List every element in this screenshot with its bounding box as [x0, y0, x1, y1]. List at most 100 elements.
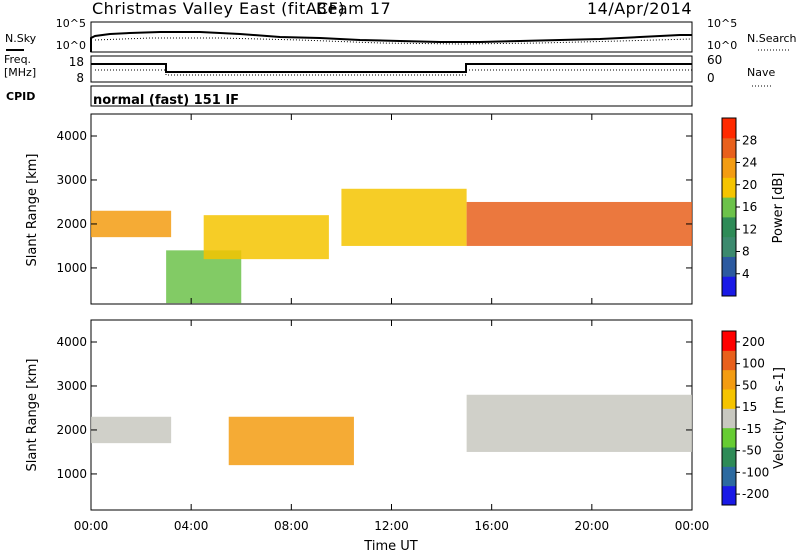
x-tick-label: 00:00	[74, 519, 109, 533]
velocity-colorbar-frame	[721, 330, 737, 506]
freq-panel	[90, 55, 693, 83]
nsearch-label: N.Search	[747, 32, 797, 45]
colorbar-bin	[722, 350, 736, 371]
colorbar-tick-label: -15	[742, 422, 762, 436]
data-region	[341, 188, 467, 246]
data-region	[203, 215, 329, 260]
x-tick-label: 00:00	[675, 519, 710, 533]
colorbar-bin	[722, 485, 736, 506]
y-tick-label: 4000	[56, 129, 87, 143]
nsky-tick-top: 10^5	[56, 17, 86, 30]
colorbar-tick-label: -50	[742, 444, 762, 458]
colorbar-bin	[722, 157, 736, 178]
freq-label-line1: Freq.	[4, 53, 31, 66]
colorbar-bin	[722, 276, 736, 297]
cpid-label: CPID	[6, 90, 35, 103]
nsearch-tick-top: 10^5	[707, 17, 737, 30]
beam-label: Beam 17	[316, 0, 391, 18]
colorbar-bin	[722, 216, 736, 238]
power-x-ticks	[90, 114, 693, 304]
data-region	[466, 201, 692, 246]
colorbar-bin	[722, 466, 736, 487]
nave-trace	[95, 69, 692, 76]
power-colorbar-ticks: 4 8 12 16 20 24 28	[736, 133, 757, 281]
y-tick-label: 2000	[56, 423, 87, 437]
velocity-panel: 1000 2000 3000 4000 00:00 04:00 08:00 12:00 16:…	[25, 319, 710, 533]
freq-tick-top: 18	[69, 55, 84, 69]
data-region	[91, 416, 172, 444]
nsearch-trace	[94, 37, 693, 45]
power-colorbar-label: Power [dB]	[771, 173, 786, 244]
freq-label-line2: [MHz]	[4, 66, 36, 79]
x-axis-label: Time UT	[363, 539, 417, 554]
colorbar-tick-label: 8	[742, 245, 750, 259]
y-tick-label: 2000	[56, 217, 87, 231]
colorbar-tick-label: -200	[742, 487, 769, 501]
data-region	[91, 210, 172, 238]
nsky-panel	[90, 21, 693, 53]
colorbar-bin	[722, 256, 736, 277]
x-tick-label: 12:00	[374, 519, 409, 533]
colorbar-bin	[722, 389, 736, 409]
x-tick-label: 04:00	[174, 519, 209, 533]
nave-tick-bottom: 0	[707, 71, 715, 85]
colorbar-bin	[722, 408, 736, 429]
colorbar-tick-label: 28	[742, 133, 757, 147]
colorbar-bin	[722, 118, 736, 139]
colorbar-bin	[722, 427, 736, 448]
date-label: 14/Apr/2014	[587, 0, 692, 18]
velocity-colorbar-ticks: 200 100 50 15 -15 -50 -100 -200	[736, 335, 769, 501]
x-tick-label: 20:00	[575, 519, 610, 533]
power-panel: 1000 2000 3000 4000 Slant Range [km]	[25, 113, 693, 305]
velocity-colorbar-label: Velocity [m s-1]	[772, 367, 787, 469]
y-tick-label: 3000	[56, 173, 87, 187]
colorbar-bin	[722, 369, 736, 390]
velocity-y-axis: 1000 2000 3000 4000	[56, 335, 692, 481]
colorbar-tick-label: 100	[742, 357, 765, 371]
power-colorbar-bins	[722, 118, 736, 297]
cpid-panel	[90, 85, 693, 107]
x-tick-label: 08:00	[274, 519, 309, 533]
freq-tick-bottom: 8	[76, 71, 84, 85]
freq-trace	[91, 63, 692, 73]
colorbar-bin	[722, 331, 736, 351]
colorbar-tick-label: 15	[742, 400, 757, 414]
velocity-colorbar: 200 100 50 15 -15 -50 -100 -200 Velocity [m s-1…	[721, 330, 787, 506]
y-tick-label: 1000	[56, 261, 87, 275]
y-tick-label: 1000	[56, 467, 87, 481]
cpid-value: normal (fast) 151 IF	[93, 93, 239, 108]
colorbar-tick-label: 24	[742, 156, 757, 170]
colorbar-tick-label: 4	[742, 267, 750, 281]
velocity-data-group	[91, 394, 692, 466]
colorbar-tick-label: 12	[742, 222, 757, 236]
x-tick-label: 16:00	[474, 519, 509, 533]
nsky-label: N.Sky	[5, 32, 37, 45]
colorbar-tick-label: 20	[742, 178, 757, 192]
power-y-axis: 1000 2000 3000 4000	[56, 129, 692, 275]
y-tick-label: 3000	[56, 379, 87, 393]
nsky-trace	[90, 31, 692, 52]
power-colorbar: 4 8 12 16 20 24 28 Power [dB]	[721, 117, 786, 297]
colorbar-tick-label: -100	[742, 465, 769, 479]
nsearch-tick-bottom: 10^0	[707, 39, 737, 52]
velocity-colorbar-bins	[722, 331, 736, 506]
colorbar-tick-label: 16	[742, 200, 757, 214]
figure-title: Christmas Valley East (fitACF)	[92, 0, 345, 18]
colorbar-bin	[722, 197, 736, 218]
colorbar-bin	[722, 236, 736, 257]
nsky-tick-bottom: 10^0	[56, 39, 86, 52]
power-data-group	[91, 188, 692, 304]
data-region	[466, 394, 692, 452]
colorbar-bin	[722, 447, 736, 467]
colorbar-tick-label: 200	[742, 335, 765, 349]
velocity-x-axis: 00:00 04:00 08:00 12:00 16:00 20:00 00:00	[74, 320, 710, 533]
colorbar-tick-label: 50	[742, 378, 757, 392]
data-region	[228, 416, 354, 466]
nave-tick-top: 60	[707, 53, 722, 67]
y-tick-label: 4000	[56, 335, 87, 349]
colorbar-bin	[722, 137, 736, 159]
power-y-axis-label: Slant Range [km]	[25, 154, 40, 267]
velocity-y-axis-label: Slant Range [km]	[25, 359, 40, 472]
nave-label: Nave	[747, 66, 775, 79]
